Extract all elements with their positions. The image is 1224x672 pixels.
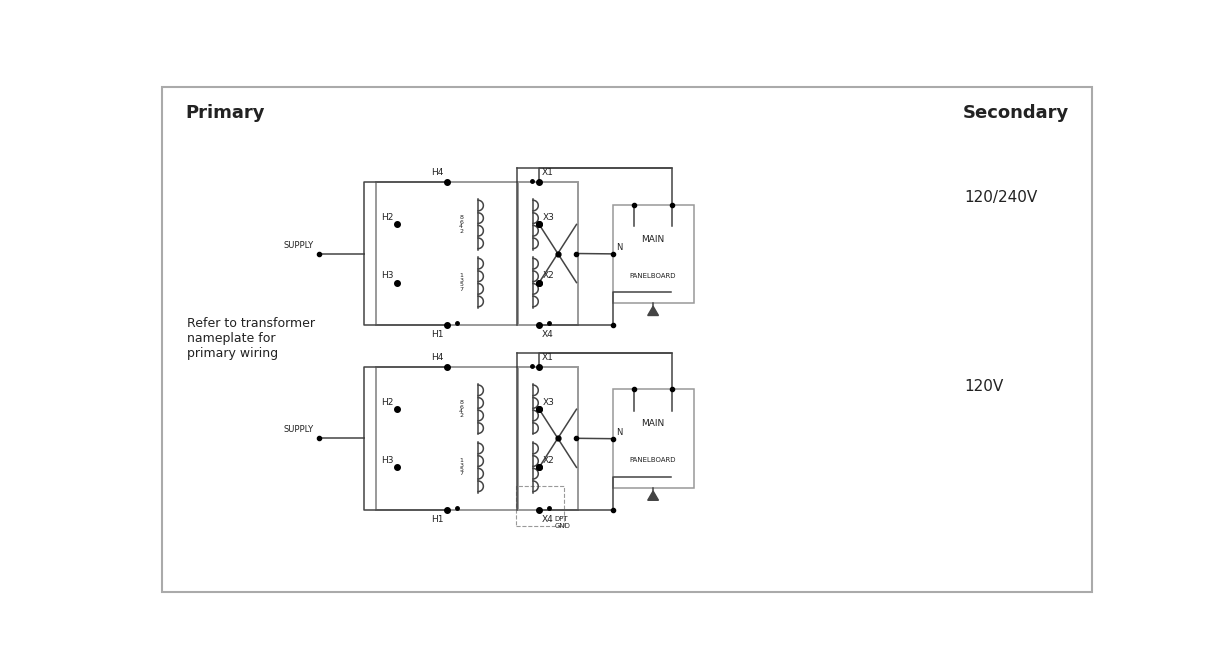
Text: H4: H4 — [431, 168, 443, 177]
Text: N: N — [617, 428, 623, 437]
Text: 8
6
4
2: 8 6 4 2 — [459, 215, 463, 234]
Text: H1: H1 — [431, 515, 443, 524]
Text: 8
6
4
2: 8 6 4 2 — [459, 400, 463, 419]
Text: PANELBOARD: PANELBOARD — [630, 458, 677, 464]
Text: H2: H2 — [382, 213, 394, 222]
Text: DPT
GND: DPT GND — [554, 517, 570, 530]
Text: PANELBOARD: PANELBOARD — [630, 273, 677, 279]
Text: X1: X1 — [542, 168, 554, 177]
Text: 1
3
5
7: 1 3 5 7 — [459, 274, 463, 292]
Text: Primary: Primary — [185, 103, 264, 122]
Text: X2: X2 — [542, 271, 554, 280]
Text: X3: X3 — [542, 213, 554, 222]
Polygon shape — [647, 491, 659, 500]
Text: MAIN: MAIN — [641, 419, 665, 429]
Text: X3: X3 — [542, 398, 554, 407]
Text: X1: X1 — [542, 353, 554, 362]
Text: Secondary: Secondary — [963, 103, 1070, 122]
Text: N: N — [617, 243, 623, 253]
Text: X4: X4 — [542, 515, 553, 524]
Text: H3: H3 — [382, 456, 394, 465]
Text: X4: X4 — [542, 330, 553, 339]
Text: H4: H4 — [431, 353, 443, 362]
Polygon shape — [647, 306, 659, 315]
Text: H2: H2 — [382, 398, 394, 407]
Text: 120/240V: 120/240V — [965, 190, 1038, 205]
Text: SUPPLY: SUPPLY — [284, 425, 313, 435]
Text: SUPPLY: SUPPLY — [284, 241, 313, 250]
Text: MAIN: MAIN — [641, 235, 665, 244]
Text: X2: X2 — [542, 456, 554, 465]
Text: H3: H3 — [382, 271, 394, 280]
Text: 1
3
5
7: 1 3 5 7 — [459, 458, 463, 476]
Text: H1: H1 — [431, 330, 443, 339]
Text: 120V: 120V — [965, 379, 1004, 394]
Text: Refer to transformer
nameplate for
primary wiring: Refer to transformer nameplate for prima… — [187, 317, 315, 360]
